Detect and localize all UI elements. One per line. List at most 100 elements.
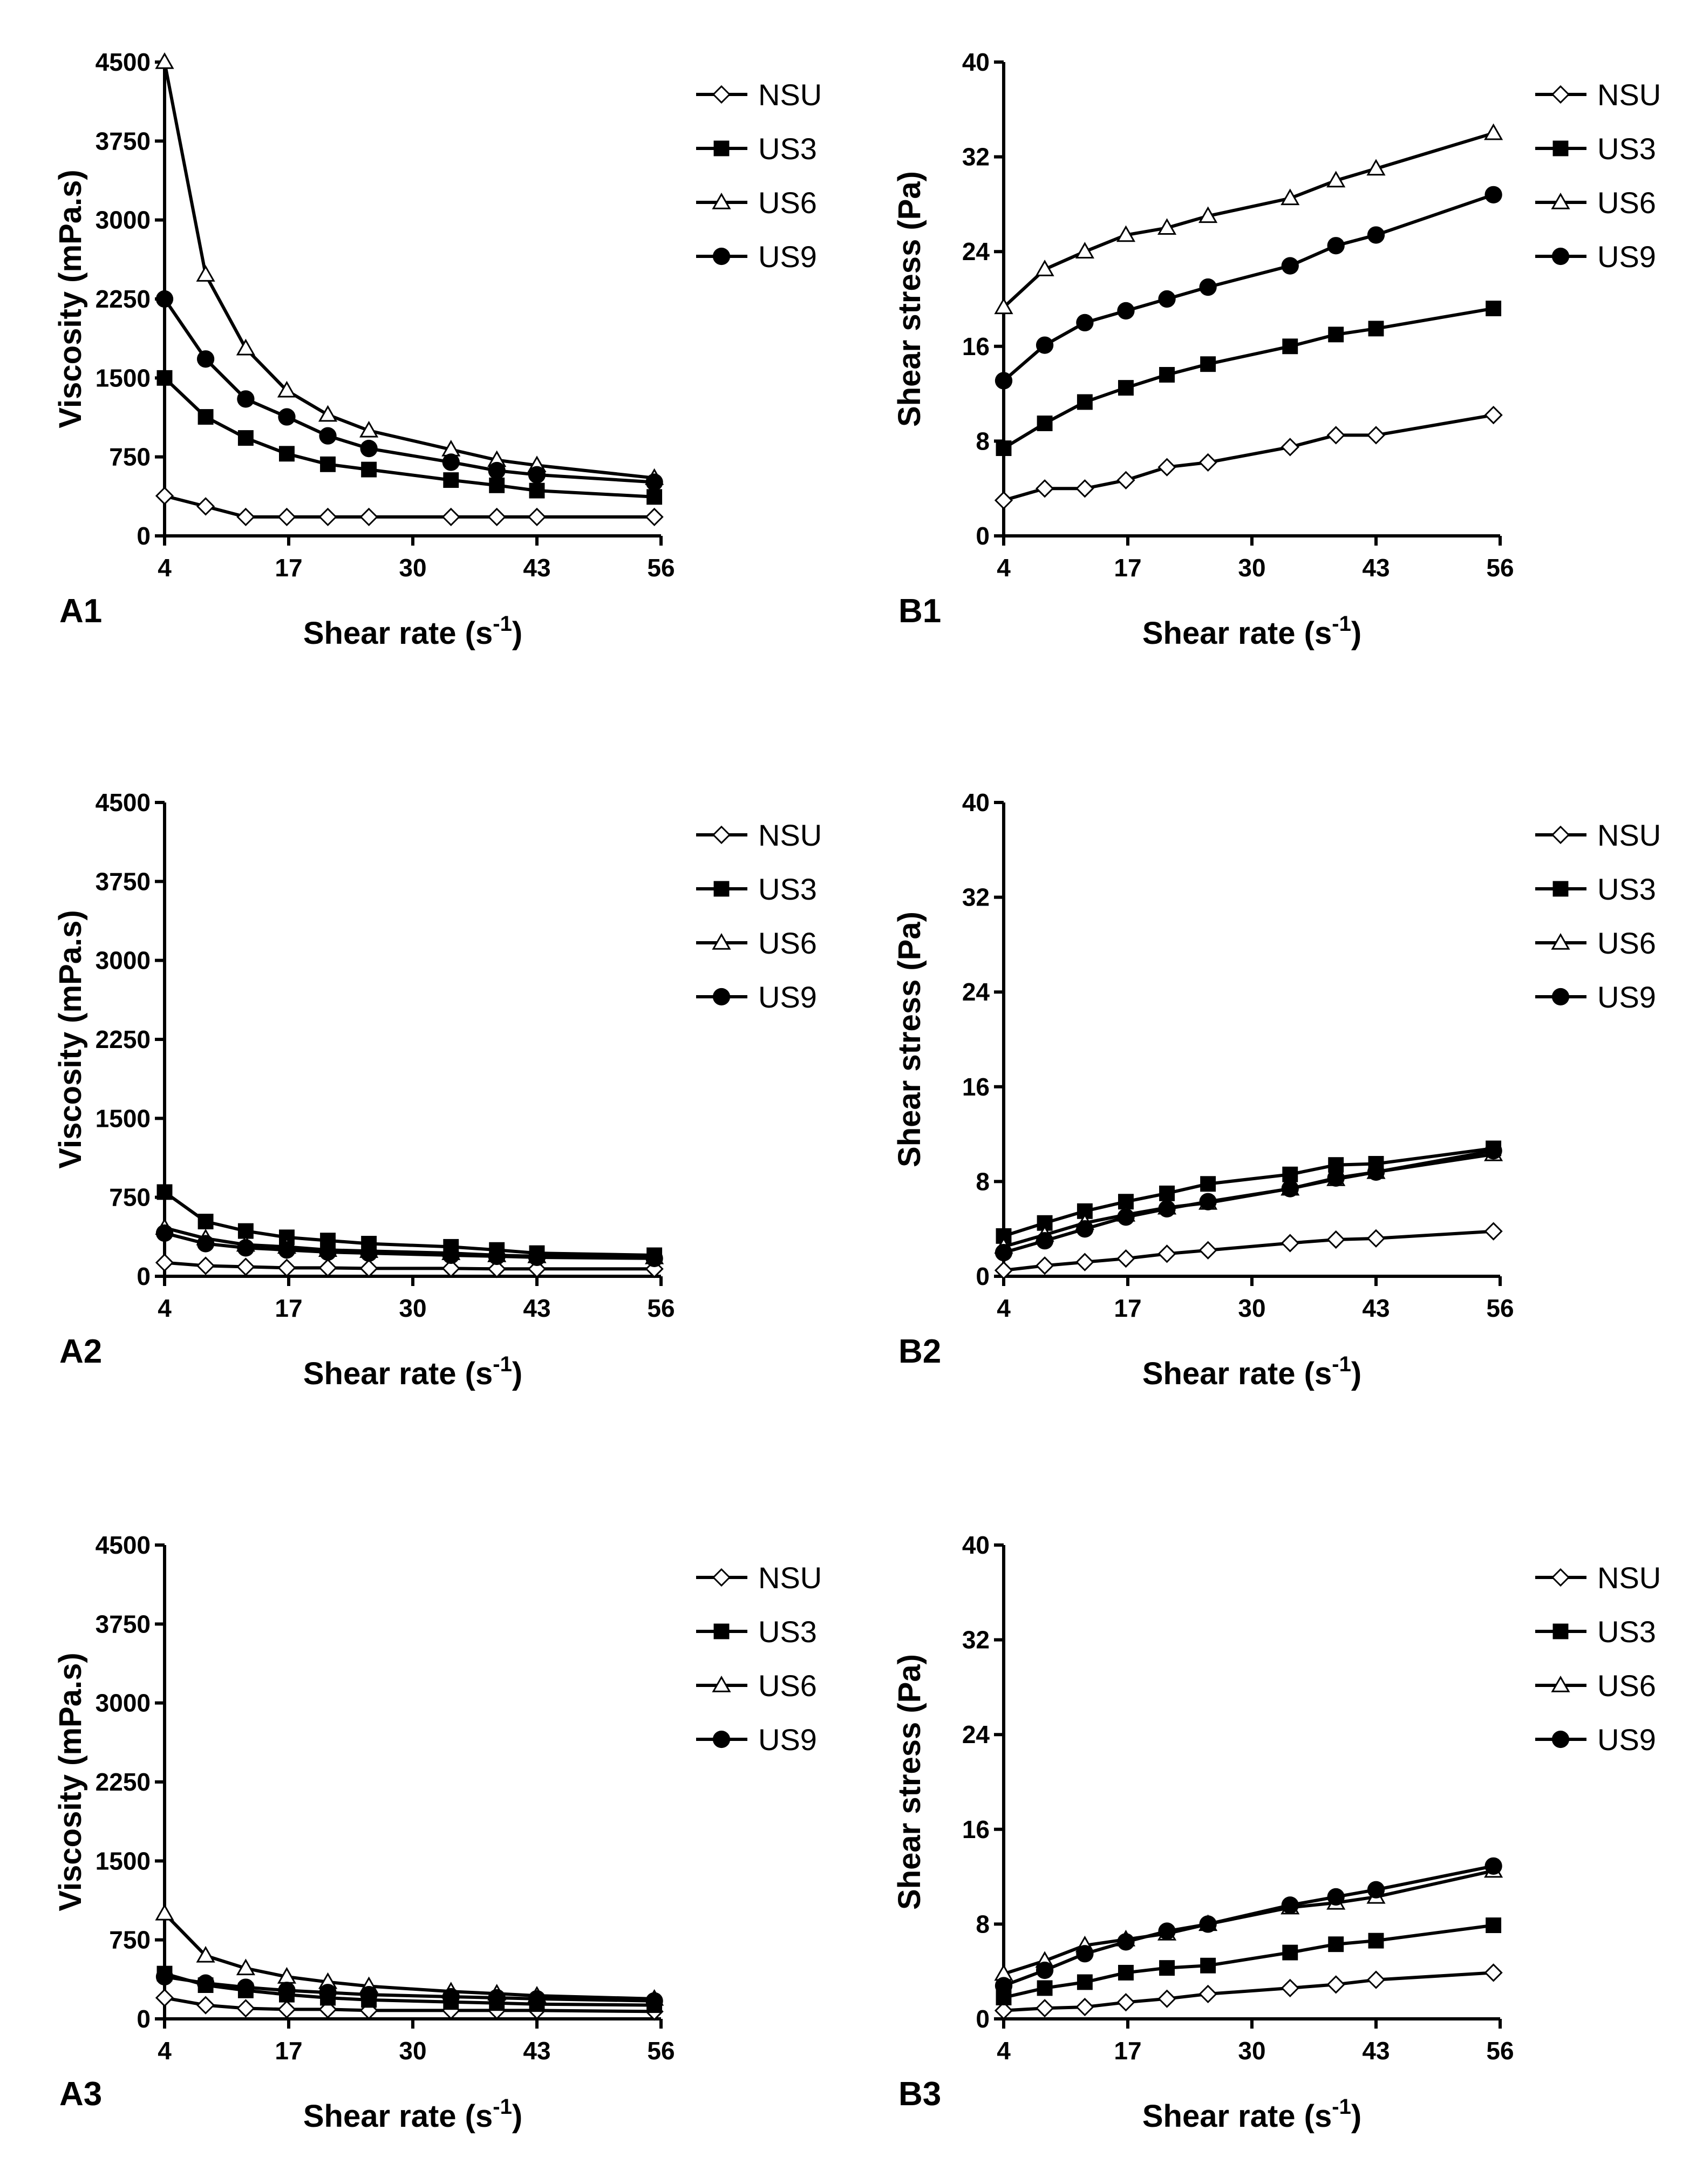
data-point-us3 (237, 430, 254, 446)
legend-label-us6: US6 (1597, 186, 1656, 220)
x-tick-label: 17 (1114, 2037, 1141, 2065)
x-tick-label: 17 (1114, 1294, 1141, 1322)
series-line-nsu (164, 1996, 655, 2013)
y-tick-label: 40 (962, 788, 990, 817)
series-us6 (155, 52, 664, 485)
data-point-nsu (441, 1259, 460, 1278)
data-point-nsu (236, 1257, 255, 1276)
legend-marker-us6 (1551, 933, 1570, 950)
x-axis-title-superscript: -1 (493, 612, 512, 636)
data-point-us3 (1037, 1980, 1053, 1996)
x-tick-label: 30 (399, 554, 426, 582)
y-tick-label: 40 (962, 48, 990, 76)
legend-marker-nsu (712, 825, 731, 845)
y-axis-title: Viscosity (mPa.s) (53, 1652, 88, 1911)
data-point-us9 (196, 1235, 215, 1253)
data-point-us9 (1036, 1232, 1054, 1250)
legend-label-nsu: NSU (758, 818, 822, 852)
data-point-nsu (1484, 1222, 1503, 1241)
y-tick-label: 8 (976, 427, 990, 455)
series-us9 (995, 1857, 1502, 1995)
data-point-us9 (1281, 1180, 1299, 1198)
x-tick-label: 56 (647, 2037, 675, 2065)
data-point-us9 (1158, 1922, 1176, 1940)
panel-label: B3 (898, 2076, 941, 2113)
x-tick-label: 43 (523, 2037, 550, 2065)
data-point-us3 (1159, 1960, 1175, 1976)
data-point-nsu (155, 1988, 174, 2008)
data-point-nsu (196, 1996, 215, 2015)
data-point-us9 (319, 427, 337, 445)
legend-label-us3: US3 (758, 132, 817, 166)
panel-a1: 4 17 30 43 56 0 750 1500 2250 3000 3750 4500 Viscosi… (53, 48, 822, 651)
data-point-nsu (1366, 1970, 1386, 1989)
data-point-nsu (277, 2000, 296, 2019)
x-axis-title-main: Shear rate (s (303, 2099, 493, 2134)
data-point-nsu (1116, 1249, 1135, 1268)
legend-marker-us3 (713, 1623, 730, 1639)
y-tick-label: 32 (962, 1626, 990, 1654)
y-tick-label: 0 (976, 1262, 990, 1290)
y-tick-label: 4500 (96, 1531, 151, 1559)
data-point-nsu (994, 1261, 1013, 1280)
x-tick-label: 43 (1362, 1294, 1390, 1322)
y-tick-label: 24 (962, 978, 990, 1006)
legend-label-us9: US9 (758, 240, 817, 274)
y-tick-label: 1500 (96, 1847, 151, 1875)
series-us9 (995, 1142, 1502, 1262)
data-point-us9 (1117, 1933, 1135, 1951)
legend-marker-nsu (1551, 825, 1570, 845)
x-tick-label: 43 (1362, 554, 1390, 582)
panel-label: A3 (59, 2076, 102, 2113)
legend: NSU US3 US6 US9 (1535, 1561, 1661, 1757)
data-point-us6 (1116, 225, 1136, 242)
series-line-us9 (1003, 1149, 1494, 1254)
data-point-nsu (196, 497, 215, 516)
y-tick-label: 16 (962, 332, 990, 360)
data-point-us9 (1367, 1881, 1385, 1899)
data-point-nsu (1484, 405, 1503, 425)
data-point-us3 (1159, 367, 1175, 383)
y-tick-label: 0 (976, 522, 990, 550)
legend: NSU US3 US6 US9 (696, 78, 822, 274)
data-point-us9 (319, 1984, 337, 2002)
data-point-us3 (1118, 380, 1134, 396)
panel-b2: 4 17 30 43 56 0 8 16 24 32 40 Shear stress (Pa) Shea… (892, 788, 1661, 1391)
data-point-us9 (1199, 278, 1217, 296)
data-point-us9 (1117, 1208, 1135, 1226)
legend-marker-us9 (712, 247, 731, 266)
y-tick-label: 0 (976, 2005, 990, 2033)
y-tick-label: 16 (962, 1815, 990, 1843)
legend-marker-us6 (712, 1675, 731, 1692)
data-point-us6 (196, 265, 215, 282)
data-point-nsu (1157, 458, 1176, 477)
data-point-nsu (645, 507, 664, 527)
data-point-us6 (318, 405, 338, 422)
legend-marker-us3 (713, 140, 730, 157)
y-tick-label: 24 (962, 1720, 990, 1748)
series-line-us6 (1002, 131, 1494, 309)
data-point-us9 (196, 1974, 215, 1992)
data-point-us6 (994, 297, 1013, 315)
series-line-us9 (1003, 1864, 1494, 1988)
data-point-us6 (277, 380, 297, 398)
data-point-us6 (155, 1903, 174, 1921)
data-point-us3 (1200, 356, 1216, 372)
data-point-us3 (197, 409, 214, 425)
data-point-us9 (645, 473, 663, 491)
data-point-us9 (1484, 1857, 1502, 1875)
x-tick-label: 30 (399, 1294, 426, 1322)
data-point-us6 (1075, 242, 1094, 258)
x-tick-label: 17 (275, 2037, 302, 2065)
data-point-us9 (528, 1990, 546, 2008)
data-point-us9 (278, 1241, 296, 1259)
legend-marker-us3 (1552, 881, 1569, 897)
legend-label-us9: US9 (758, 1723, 817, 1757)
legend-marker-us9 (1551, 247, 1570, 266)
y-axis-title: Shear stress (Pa) (892, 1654, 927, 1910)
series-line-nsu (164, 1261, 655, 1271)
data-point-us3 (1037, 416, 1053, 431)
x-axis-title-main: Shear rate (s (303, 1356, 493, 1391)
data-point-us3 (529, 482, 545, 499)
